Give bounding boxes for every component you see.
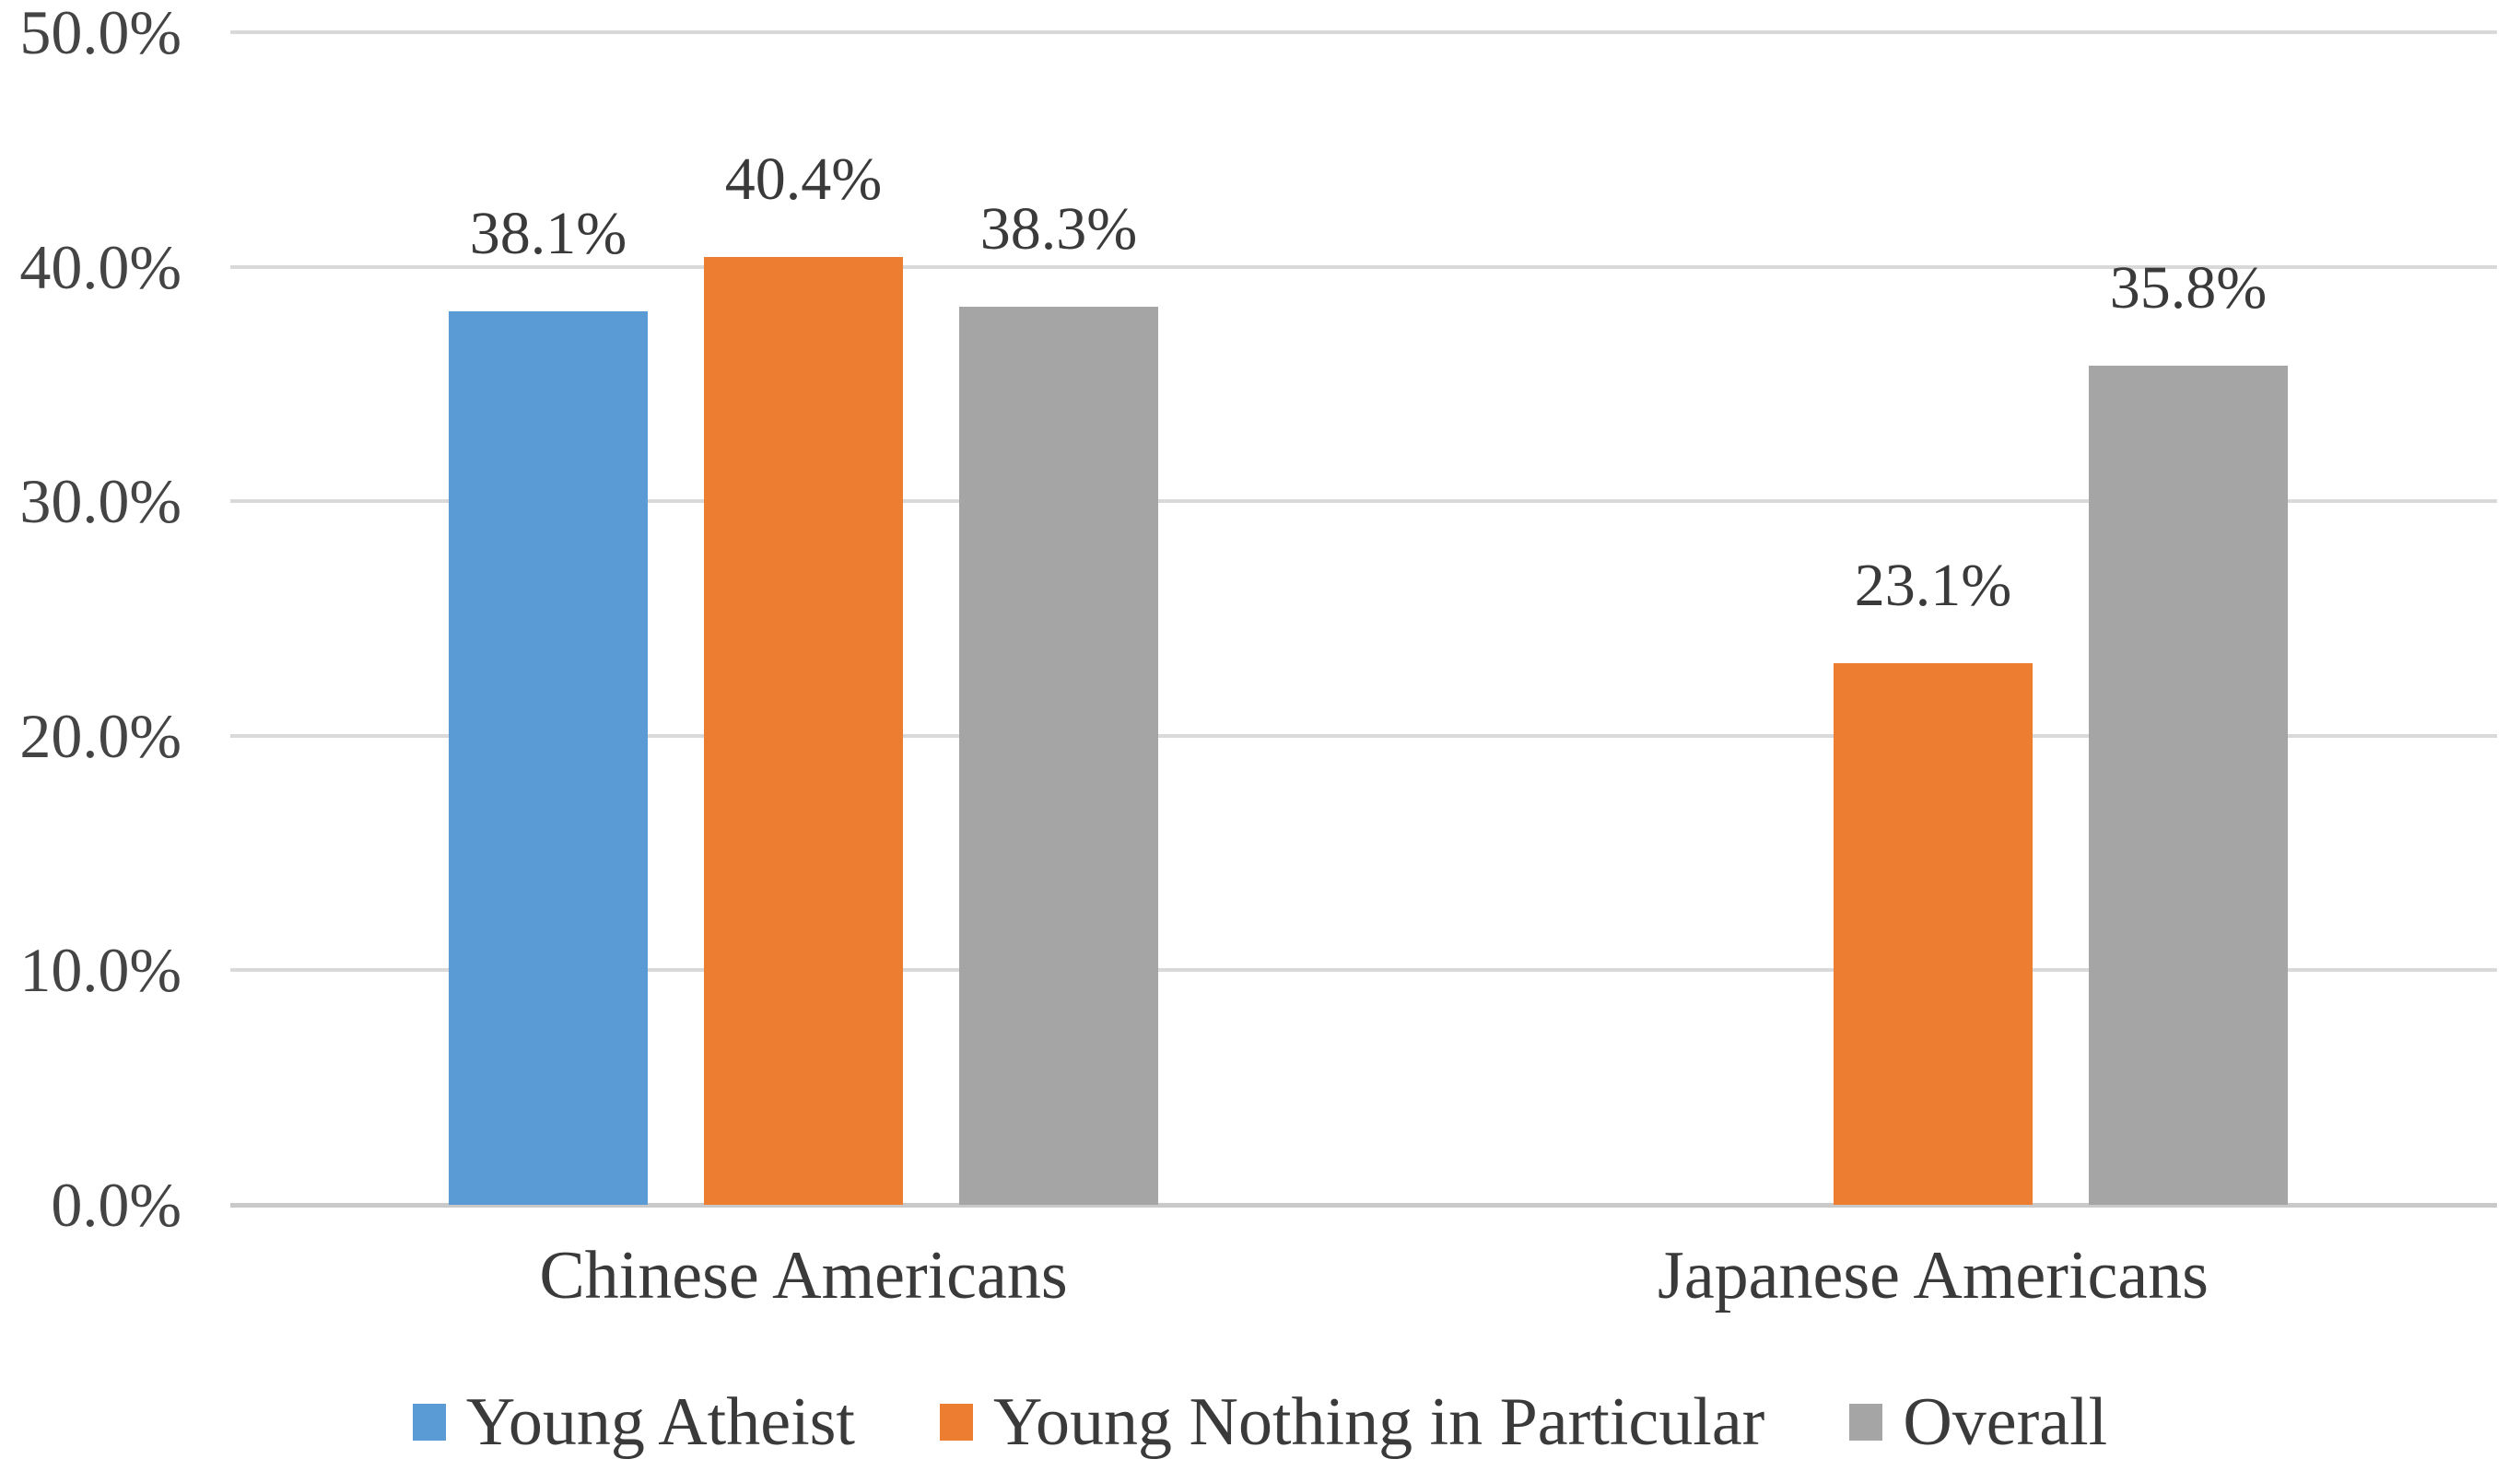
- y-tick-label-20.0%: 20.0%: [19, 700, 182, 771]
- legend-swatch-icon: [412, 1404, 446, 1441]
- legend-item-young-nothing-in-particular: Young Nothing in Particular: [940, 1382, 1764, 1463]
- bar-overall-chinese-americans: [959, 306, 1158, 1205]
- value-label-40.4%: 40.4%: [724, 146, 883, 214]
- legend-label: Overall: [1903, 1384, 2108, 1460]
- legend-swatch-icon: [1849, 1404, 1883, 1441]
- legend-swatch-icon: [940, 1404, 973, 1441]
- bar-young-nothing-in-particular-chinese-americans: [704, 257, 903, 1205]
- y-tick-label-10.0%: 10.0%: [19, 935, 182, 1006]
- bar-young-nothing-in-particular-japanese-americans: [1834, 662, 2033, 1205]
- y-tick-label-50.0%: 50.0%: [19, 0, 182, 67]
- bar-overall-japanese-americans: [2089, 365, 2288, 1205]
- y-tick-label-0.0%: 0.0%: [51, 1170, 182, 1240]
- category-label-japanese-americans: Japanese Americans: [1658, 1238, 2209, 1313]
- legend-item-overall: Overall: [1849, 1382, 2107, 1463]
- legend-label: Young Nothing in Particular: [993, 1384, 1765, 1460]
- value-label-35.8%: 35.8%: [2109, 253, 2268, 321]
- y-tick-label-40.0%: 40.0%: [19, 231, 182, 302]
- category-label-chinese-americans: Chinese Americans: [539, 1238, 1068, 1313]
- value-label-38.3%: 38.3%: [979, 194, 1138, 263]
- value-label-23.1%: 23.1%: [1854, 551, 2012, 619]
- bar-young-atheist-chinese-americans: [449, 310, 648, 1205]
- legend-item-young-atheist: Young Atheist: [412, 1382, 855, 1463]
- legend-label: Young Atheist: [465, 1384, 855, 1460]
- y-tick-label-30.0%: 30.0%: [19, 466, 182, 537]
- legend: Young Atheist Young Nothing in Particular…: [0, 1382, 2520, 1463]
- gridline-50: [230, 30, 2497, 34]
- value-label-38.1%: 38.1%: [469, 199, 627, 267]
